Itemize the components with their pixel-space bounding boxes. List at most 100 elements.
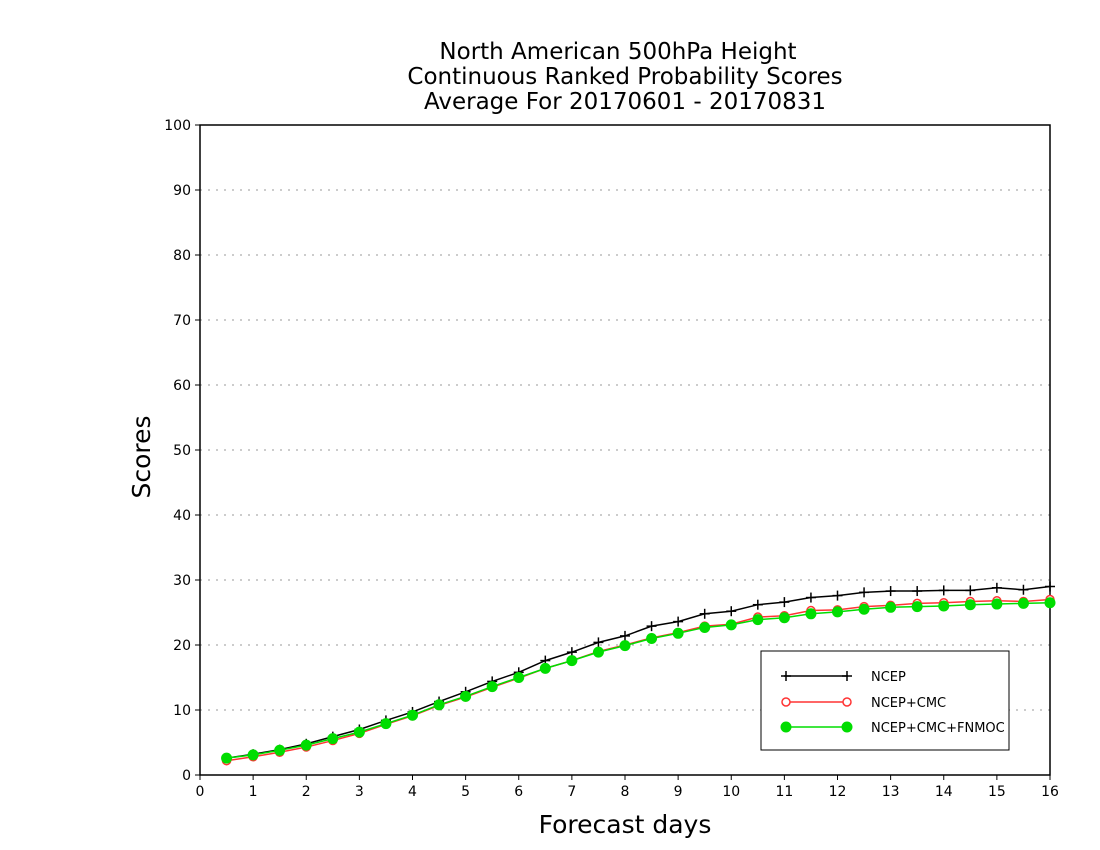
legend-label: NCEP+CMC <box>871 696 946 711</box>
data-point-filled-circle <box>832 606 843 618</box>
data-point-open-circle <box>842 697 852 707</box>
data-point-plus <box>938 585 949 596</box>
data-point-filled-circle <box>805 608 817 620</box>
data-point-filled-circle <box>646 633 658 644</box>
data-point-plus <box>752 599 763 610</box>
x-tick-label: 16 <box>1041 784 1059 800</box>
legend-box <box>760 650 1010 751</box>
data-point-plus <box>805 592 816 603</box>
y-axis-title: Scores <box>127 415 156 498</box>
data-point-filled-circle <box>592 646 604 658</box>
data-point-filled-circle <box>619 640 631 652</box>
x-tick-label: 14 <box>935 784 953 800</box>
legend-items: NCEP NCEP+CMC NCEP+CMC+FNMOC <box>780 670 1005 736</box>
data-point-filled-circle <box>327 733 339 745</box>
x-tick-label: 6 <box>514 784 523 800</box>
data-point-plus <box>991 582 1002 593</box>
data-point-filled-circle <box>778 612 790 624</box>
title-line-1: North American 500hPa Height <box>439 39 796 65</box>
series-group <box>221 581 1056 766</box>
data-point-filled-circle <box>247 749 259 761</box>
y-tick-label: 100 <box>164 118 191 134</box>
data-point-plus <box>965 585 976 596</box>
x-tick-label: 3 <box>355 784 364 800</box>
y-tick-label: 80 <box>173 248 191 264</box>
x-tick-label: 2 <box>302 784 311 800</box>
x-tick-label: 11 <box>775 784 793 800</box>
y-tick-label: 70 <box>173 313 191 329</box>
legend-label: NCEP <box>871 670 906 685</box>
legend: NCEP NCEP+CMC NCEP+CMC+FNMOC <box>760 650 1010 751</box>
data-point-filled-circle <box>885 601 897 613</box>
data-point-filled-circle <box>274 744 286 756</box>
data-point-plus <box>673 616 684 627</box>
chart-title: North American 500hPa Height Continuous … <box>407 39 842 115</box>
data-point-plus <box>842 671 852 681</box>
legend-item: NCEP+CMC+FNMOC <box>780 721 1005 736</box>
data-point-filled-circle <box>566 655 578 667</box>
data-point-plus <box>912 586 923 597</box>
data-point-filled-circle <box>407 709 418 721</box>
legend-item: NCEP+CMC <box>781 696 946 711</box>
data-point-filled-circle <box>725 619 737 631</box>
data-point-filled-circle <box>991 598 1003 610</box>
legend-item: NCEP <box>781 670 906 685</box>
data-point-open-circle <box>781 697 791 707</box>
x-tick-label: 10 <box>722 784 740 800</box>
data-point-filled-circle <box>460 690 472 702</box>
data-point-filled-circle <box>752 614 764 626</box>
x-tick-label: 12 <box>829 784 847 800</box>
y-tick-label: 90 <box>173 183 191 199</box>
data-point-filled-circle <box>911 601 923 613</box>
data-point-filled-circle <box>672 627 684 639</box>
y-tick-label: 50 <box>173 443 191 459</box>
data-point-plus <box>779 597 790 608</box>
data-point-plus <box>1045 581 1055 592</box>
data-point-filled-circle <box>964 599 976 611</box>
x-tick-label: 5 <box>461 784 470 800</box>
y-tick-label: 10 <box>173 703 191 719</box>
x-tick-label: 9 <box>674 784 683 800</box>
data-point-plus <box>885 586 896 597</box>
data-point-plus <box>832 590 843 601</box>
data-point-filled-circle <box>513 672 525 683</box>
data-point-plus <box>1018 584 1029 595</box>
x-tick-label: 13 <box>882 784 900 800</box>
y-tick-label: 0 <box>182 768 191 784</box>
data-point-filled-circle <box>539 662 551 674</box>
title-line-3: Average For 20170601 - 20170831 <box>424 89 826 115</box>
data-point-plus <box>726 606 737 617</box>
y-tick-label: 60 <box>173 378 191 394</box>
data-point-plus <box>646 621 657 632</box>
data-point-filled-circle <box>300 739 312 751</box>
x-tick-label: 4 <box>408 784 417 800</box>
data-point-filled-circle <box>433 699 445 711</box>
y-tick-label: 40 <box>173 508 191 524</box>
data-point-plus <box>620 630 630 641</box>
legend-label: NCEP+CMC+FNMOC <box>871 721 1005 736</box>
data-point-filled-circle <box>486 681 498 693</box>
data-point-filled-circle <box>938 600 950 612</box>
series-ncep-cmc-fnmoc <box>221 597 1056 764</box>
data-point-filled-circle <box>1044 597 1056 609</box>
data-point-plus <box>593 637 604 648</box>
data-point-filled-circle <box>841 721 853 733</box>
data-point-filled-circle <box>353 726 365 738</box>
x-tick-label: 15 <box>988 784 1006 800</box>
data-point-filled-circle <box>221 752 233 764</box>
x-tick-label: 0 <box>196 784 205 800</box>
data-point-plus <box>699 608 710 619</box>
data-point-filled-circle <box>858 603 870 615</box>
data-point-filled-circle <box>699 621 711 633</box>
title-line-2: Continuous Ranked Probability Scores <box>407 64 842 90</box>
data-point-plus <box>859 587 870 598</box>
x-tick-label: 7 <box>567 784 576 800</box>
data-point-filled-circle <box>780 721 792 733</box>
data-point-filled-circle <box>1017 597 1029 609</box>
x-tick-label: 1 <box>249 784 258 800</box>
x-tick-label: 8 <box>621 784 630 800</box>
y-tick-label: 30 <box>173 573 191 589</box>
data-point-filled-circle <box>380 718 392 730</box>
